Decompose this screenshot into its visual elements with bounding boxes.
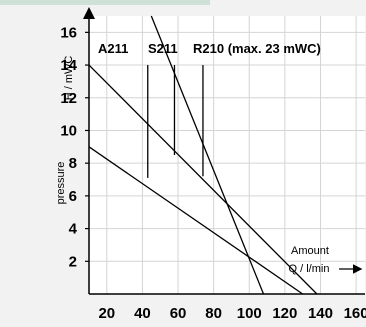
y-axis-name: pressure bbox=[55, 162, 67, 205]
series-label-0: A211 bbox=[98, 41, 128, 56]
y-tick-label-16: 16 bbox=[60, 24, 77, 41]
series-lines bbox=[88, 15, 318, 295]
y-tick-label-8: 8 bbox=[69, 155, 77, 172]
y-tick-label-6: 6 bbox=[69, 188, 77, 205]
y-tick-label-2: 2 bbox=[69, 253, 77, 270]
series-label-1: S211 bbox=[148, 41, 178, 56]
y-tick-label-14: 14 bbox=[60, 57, 77, 74]
x-axis-unit: Q / l/min bbox=[289, 263, 330, 275]
series-label-markers bbox=[147, 65, 204, 178]
y-axis-unit: H / mWC bbox=[63, 56, 75, 101]
grid-lines bbox=[89, 16, 365, 294]
series-line-0 bbox=[88, 146, 304, 295]
x-tick-label-120: 120 bbox=[272, 305, 297, 322]
plot-area bbox=[89, 16, 365, 294]
x-tick-label-40: 40 bbox=[134, 305, 151, 322]
x-tick-label-60: 60 bbox=[170, 305, 187, 322]
series-labels: A211 S211 R210 (max. 23 mWC) bbox=[98, 41, 321, 56]
series-line-2 bbox=[150, 15, 265, 295]
y-tick-label-10: 10 bbox=[60, 122, 77, 139]
y-tick-label-4: 4 bbox=[69, 221, 78, 238]
x-tick-label-80: 80 bbox=[205, 305, 222, 322]
x-tick-label-160: 160 bbox=[344, 305, 366, 322]
x-tick-label-140: 140 bbox=[308, 305, 333, 322]
x-axis-name: Amount bbox=[291, 245, 329, 257]
tick-labels: 2 4 6 8 10 12 14 16 20 40 60 80 100 120 140 160 bbox=[60, 24, 366, 322]
y-tick-label-12: 12 bbox=[60, 90, 77, 107]
axis-titles: H / mWC pressure Amount Q / l/min bbox=[55, 56, 363, 275]
x-tick-label-20: 20 bbox=[98, 305, 115, 322]
x-tick-label-100: 100 bbox=[237, 305, 262, 322]
top-strip bbox=[0, 0, 210, 5]
series-line-1 bbox=[88, 64, 318, 295]
axes bbox=[83, 7, 365, 295]
series-label-2: R210 (max. 23 mWC) bbox=[193, 41, 321, 56]
